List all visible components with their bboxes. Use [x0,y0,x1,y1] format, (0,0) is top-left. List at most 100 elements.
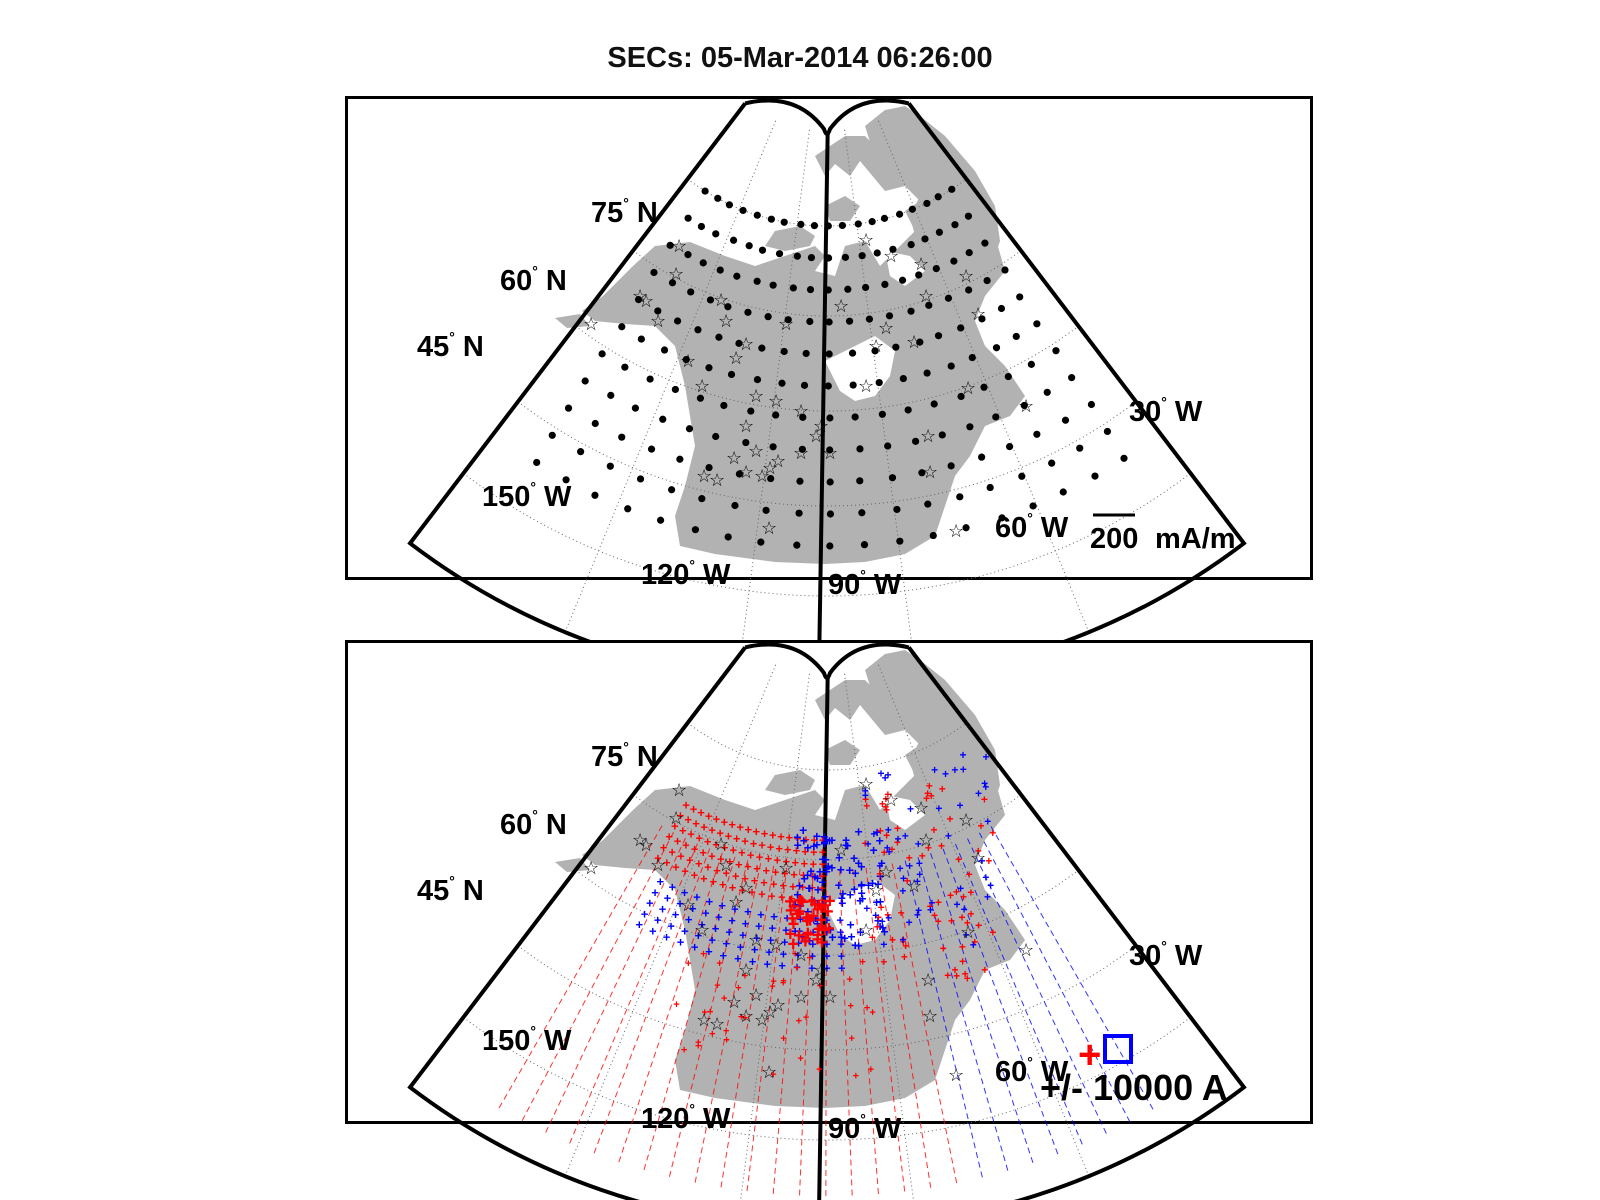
station-marker: ☆ [1018,396,1034,416]
negative-current-marker: + [906,859,913,873]
positive-current-marker: + [880,955,887,969]
latitude-label: 45° N [417,873,484,907]
negative-current-marker: + [810,912,818,927]
positive-current-marker: + [686,852,694,867]
positive-current-marker: + [964,971,971,985]
current-vector-dot [656,516,665,524]
current-vector-dot [854,220,862,228]
latitude-label: 60° N [500,263,567,297]
station-marker: ☆ [918,286,934,306]
negative-current-marker: + [982,780,989,794]
negative-current-marker: + [819,896,827,912]
positive-current-marker: + [968,907,975,921]
negative-current-marker: + [796,877,804,893]
negative-current-marker: + [663,929,671,944]
positive-current-marker: + [962,967,969,981]
negative-current-marker: + [839,885,847,901]
current-vector-dot [731,501,739,510]
positive-current-marker: + [742,1013,748,1025]
negative-current-marker: + [825,832,833,848]
positive-current-marker: + [738,845,746,860]
current-vector-dot [1059,488,1067,496]
positive-current-marker: + [797,891,809,913]
positive-current-marker: + [853,1070,859,1082]
negative-current-marker: + [749,954,757,969]
positive-current-marker: + [811,832,819,847]
positive-current-marker: + [691,841,699,856]
negative-current-marker: + [872,894,880,910]
equivalent-current-points [533,185,1128,550]
negative-current-marker: + [778,958,786,973]
current-vector-dot [849,381,857,389]
positive-current-marker: + [823,918,835,940]
positive-current-marker: + [848,1033,854,1045]
amplitude-legend: ++/- 10000 A [1040,1033,1228,1108]
positive-current-marker: + [808,906,820,928]
negative-current-marker: + [705,944,713,959]
current-vector-dot [807,253,816,262]
positive-current-marker: + [883,828,890,842]
current-vector-dot [992,413,1000,421]
positive-current-marker: + [813,895,825,917]
positive-current-marker: + [790,867,798,882]
station-marker: ☆ [793,443,809,463]
negative-current-marker: + [734,951,742,966]
current-vector-dot [577,448,585,456]
positive-current-marker: + [875,911,882,925]
current-vector-dot [981,239,989,247]
station-marker: ☆ [583,858,599,878]
current-vector-dot [915,271,923,279]
magnetometer-stations: ☆☆☆☆☆☆☆☆☆☆☆ ☆ ☆☆☆☆☆☆ ☆☆☆ ☆ ☆☆☆☆ ☆☆☆☆☆☆☆☆☆☆☆☆☆☆… [583,774,1034,1085]
station-marker: ☆ [813,960,829,980]
current-vector-dot [935,228,944,236]
current-vector-dot [767,215,775,223]
station-marker: ☆ [668,264,684,284]
positive-current-marker: + [699,845,707,860]
station-marker: ☆ [793,401,809,421]
positive-current-marker: + [816,898,828,920]
positive-current-marker: + [770,976,776,988]
positive-current-marker: + [785,924,797,946]
scale-bar: 200 mA/m [1090,513,1236,555]
negative-current-marker: + [838,895,846,911]
current-vector-dot [1029,502,1037,510]
positive-current-marker: + [714,980,720,992]
station-marker: ☆ [709,470,725,490]
positive-current-marker: + [812,929,824,951]
station-marker: ☆ [868,336,884,356]
positive-current-marker: + [810,856,818,871]
positive-current-marker: + [862,792,869,806]
negative-current-marker: + [681,885,689,900]
positive-current-marker: + [765,851,773,866]
negative-current-marker: + [837,929,845,945]
station-marker: ☆ [960,378,976,398]
current-vector-dot [826,510,835,518]
positive-current-marker: + [822,901,834,923]
positive-current-marker: + [924,786,931,800]
positive-current-marker: + [847,1001,853,1013]
station-marker: ☆ [948,521,964,541]
negative-current-marker: + [981,777,988,791]
positive-current-marker: + [812,924,824,946]
central-meridian [817,676,830,1200]
longitude-label: 90° W [828,1111,902,1145]
current-amplitude-markers: + + + + + + + + + + + + + + + + + ++ + + + + + + + + + + + + + + + + ++ + + +… [635,748,996,1082]
station-marker: ☆ [922,462,938,482]
negative-current-marker: + [657,874,665,889]
negative-current-marker: + [858,877,866,893]
positive-current-marker: + [806,953,812,965]
negative-current-marker: + [879,914,886,928]
station-marker: ☆ [583,314,599,334]
positive-current-marker: + [717,851,725,866]
current-vector-dot [631,404,639,412]
positive-current-marker: + [806,891,818,913]
positive-current-marker: + [947,812,954,826]
positive-current-marker: + [735,983,741,995]
current-vector-dot [912,437,920,445]
negative-current-marker: + [987,879,994,893]
longitude-label: 30° W [1129,394,1203,428]
current-vector-dot [793,541,801,549]
negative-current-marker: + [796,924,804,939]
positive-current-marker: + [971,935,978,949]
negative-current-marker: + [664,891,672,906]
